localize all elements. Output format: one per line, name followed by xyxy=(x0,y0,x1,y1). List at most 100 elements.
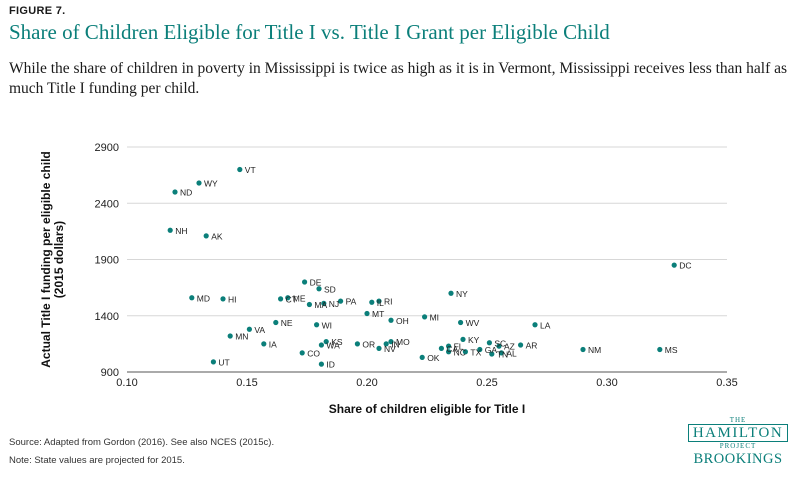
data-point-pa xyxy=(338,298,344,304)
point-label-wi: WI xyxy=(322,320,332,330)
point-label-nv: NV xyxy=(384,344,396,354)
point-label-nh: NH xyxy=(175,226,187,236)
data-point-vt xyxy=(237,166,243,173)
point-label-ok: OK xyxy=(427,353,440,363)
figure-label: FIGURE 7. xyxy=(9,5,66,17)
point-label-oh: OH xyxy=(396,316,409,326)
x-tick-label: 0.30 xyxy=(596,377,617,389)
data-point-or xyxy=(354,341,360,347)
logo-project: PROJECT xyxy=(719,442,757,450)
point-label-va: VA xyxy=(254,325,265,335)
data-point-ks xyxy=(323,339,329,345)
y-tick-label: 2900 xyxy=(95,142,119,154)
y-tick-label: 1400 xyxy=(95,311,119,323)
data-point-tn xyxy=(489,351,495,357)
y-tick-label: 1900 xyxy=(95,255,119,267)
point-label-mn: MN xyxy=(235,332,248,342)
data-points xyxy=(167,166,677,367)
data-point-oh xyxy=(388,317,394,323)
data-point-wa xyxy=(318,342,324,348)
data-point-nd xyxy=(172,189,178,195)
x-tick-label: 0.25 xyxy=(476,377,497,389)
data-point-wi xyxy=(314,322,320,328)
point-label-sd: SD xyxy=(324,284,336,294)
data-point-nm xyxy=(580,346,586,353)
point-label-ny: NY xyxy=(456,289,468,299)
x-axis-label: Share of children eligible for Title I xyxy=(329,402,525,416)
data-point-tx xyxy=(462,349,468,355)
grid-lines xyxy=(127,146,727,317)
data-point-ut xyxy=(210,359,216,365)
point-label-ri: RI xyxy=(384,297,393,307)
data-point-al xyxy=(498,350,504,356)
data-point-dc xyxy=(671,262,677,268)
logo-hamilton: HAMILTON xyxy=(687,424,789,442)
point-label-ar: AR xyxy=(526,341,538,351)
point-label-id: ID xyxy=(326,360,335,370)
hamilton-brookings-logo: THE HAMILTON PROJECT BROOKINGS xyxy=(683,416,793,468)
point-label-ma: MA xyxy=(314,300,327,310)
logo-the: THE xyxy=(729,416,747,424)
data-point-ca xyxy=(438,345,444,351)
data-point-me xyxy=(285,295,291,301)
point-label-nd: ND xyxy=(180,188,192,198)
logo-brookings: BROOKINGS xyxy=(693,451,783,467)
source-note: Source: Adapted from Gordon (2016). See … xyxy=(9,437,275,448)
point-label-la: LA xyxy=(540,320,551,330)
data-point-nc xyxy=(446,349,452,355)
point-label-ct: CT xyxy=(286,294,297,304)
x-tick-label: 0.20 xyxy=(356,377,377,389)
data-point-nv xyxy=(376,345,382,351)
y-tick-labels: 900 1400 1900 2400 2900 xyxy=(95,142,119,379)
point-label-wv: WV xyxy=(466,318,480,328)
point-label-ga: GA xyxy=(485,345,498,355)
point-label-ak: AK xyxy=(211,231,223,241)
data-point-ms xyxy=(657,346,663,353)
point-label-nj: NJ xyxy=(329,299,339,309)
x-tick-label: 0.10 xyxy=(116,377,137,389)
point-label-ks: KS xyxy=(331,337,343,347)
data-point-ny xyxy=(448,290,454,296)
chart-subtitle: While the share of children in poverty i… xyxy=(9,60,788,97)
point-label-nc: NC xyxy=(454,347,466,357)
point-label-me: ME xyxy=(293,293,306,303)
data-point-ma xyxy=(306,301,312,308)
data-point-ok xyxy=(419,354,425,360)
x-tick-label: 0.15 xyxy=(236,377,257,389)
data-point-in xyxy=(383,341,389,347)
data-point-mo xyxy=(388,339,394,345)
data-point-wy xyxy=(196,180,202,186)
data-point-nh xyxy=(167,227,173,233)
point-label-hi: HI xyxy=(228,294,237,304)
data-point-mi xyxy=(422,314,428,320)
data-point-la xyxy=(532,322,538,328)
point-label-wa: WA xyxy=(326,341,340,351)
x-tick-labels: 0.10 0.15 0.20 0.25 0.30 0.35 xyxy=(116,377,737,389)
data-point-md xyxy=(189,295,195,301)
data-point-ne xyxy=(273,319,279,326)
data-point-va xyxy=(246,326,252,332)
point-label-fl: FL xyxy=(454,342,464,352)
point-label-ca: CA xyxy=(446,344,458,354)
data-point-ar xyxy=(518,342,524,348)
point-label-sc: SC xyxy=(494,338,506,348)
data-point-hi xyxy=(220,296,226,302)
y-axis-label-line2: (2015 dollars) xyxy=(52,221,66,298)
data-point-sd xyxy=(316,286,322,292)
data-point-wv xyxy=(458,319,464,326)
point-label-dc: DC xyxy=(679,261,691,271)
data-point-mt xyxy=(364,310,370,317)
data-point-ct xyxy=(278,296,284,302)
point-label-wy: WY xyxy=(204,179,218,189)
point-label-al: AL xyxy=(506,348,517,358)
data-point-ak xyxy=(203,233,209,239)
point-label-mo: MO xyxy=(396,337,410,347)
x-tick-label: 0.35 xyxy=(716,377,737,389)
data-point-il xyxy=(369,299,375,305)
data-point-id xyxy=(318,361,324,367)
point-label-ut: UT xyxy=(218,357,229,367)
chart-title: Share of Children Eligible for Title I v… xyxy=(9,20,610,44)
point-label-ne: NE xyxy=(281,318,293,328)
